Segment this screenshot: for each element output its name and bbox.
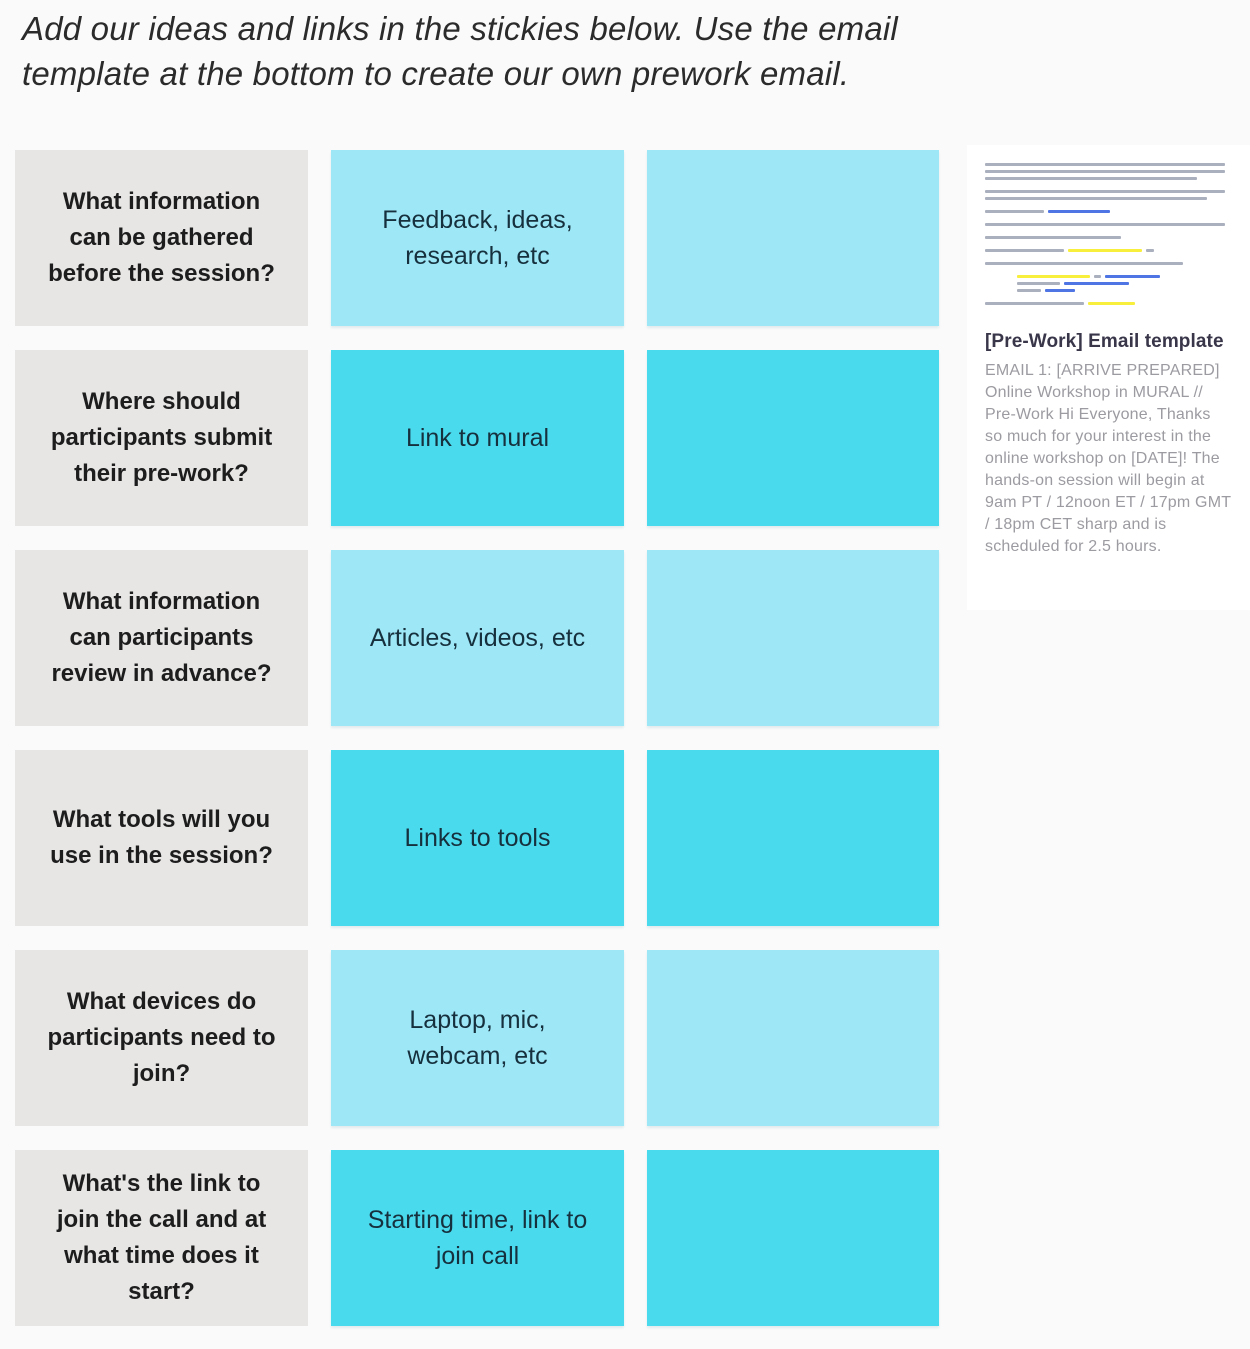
answer-sticky[interactable]: Articles, videos, etc [331, 550, 624, 726]
empty-sticky[interactable] [647, 950, 939, 1126]
answer-text: Articles, videos, etc [369, 624, 586, 652]
question-text: Where should participants submit their p… [50, 388, 273, 487]
board-instructions-text[interactable]: Add our ideas and links in the stickies … [22, 6, 1082, 96]
question-sticky[interactable]: What's the link to join the call and at … [15, 1150, 308, 1326]
question-sticky[interactable]: What information can participants review… [15, 550, 308, 726]
email-template-body: EMAIL 1: [ARRIVE PREPARED] Online Worksh… [985, 362, 1231, 555]
answer-sticky[interactable]: Links to tools [331, 750, 624, 926]
question-sticky[interactable]: What tools will you use in the session? [15, 750, 308, 926]
sticky-board: What information can be gathered before … [15, 150, 939, 1326]
empty-sticky[interactable] [647, 150, 939, 326]
question-sticky[interactable]: What devices do participants need to joi… [15, 950, 308, 1126]
answer-sticky[interactable]: Link to mural [331, 350, 624, 526]
email-template-panel[interactable]: [Pre-Work] Email template EMAIL 1: [ARRI… [967, 145, 1250, 610]
answer-text: Feedback, ideas, research, etc [382, 206, 573, 270]
instructions-line-1: Add our ideas and links in the stickies … [22, 10, 898, 47]
question-text: What tools will you use in the session? [50, 806, 273, 869]
email-template-title: [Pre-Work] Email template [985, 331, 1224, 352]
empty-sticky[interactable] [647, 350, 939, 526]
email-preview[interactable] [985, 161, 1232, 319]
answer-sticky[interactable]: Starting time, link to join call [331, 1150, 624, 1326]
empty-sticky[interactable] [647, 1150, 939, 1326]
question-sticky[interactable]: Where should participants submit their p… [15, 350, 308, 526]
question-text: What information can participants review… [51, 588, 272, 687]
answer-text: Laptop, mic, webcam, etc [407, 1006, 548, 1070]
empty-sticky[interactable] [647, 750, 939, 926]
question-text: What's the link to join the call and at … [56, 1170, 267, 1305]
answer-text: Link to mural [405, 424, 550, 452]
question-sticky[interactable]: What information can be gathered before … [15, 150, 308, 326]
answer-sticky[interactable]: Feedback, ideas, research, etc [331, 150, 624, 326]
answer-text: Starting time, link to join call [367, 1206, 588, 1270]
answer-sticky[interactable]: Laptop, mic, webcam, etc [331, 950, 624, 1126]
question-text: What devices do participants need to joi… [47, 988, 276, 1087]
empty-sticky[interactable] [647, 550, 939, 726]
question-text: What information can be gathered before … [48, 188, 275, 287]
instructions-line-2: template at the bottom to create our own… [22, 55, 850, 92]
answer-text: Links to tools [404, 824, 551, 852]
